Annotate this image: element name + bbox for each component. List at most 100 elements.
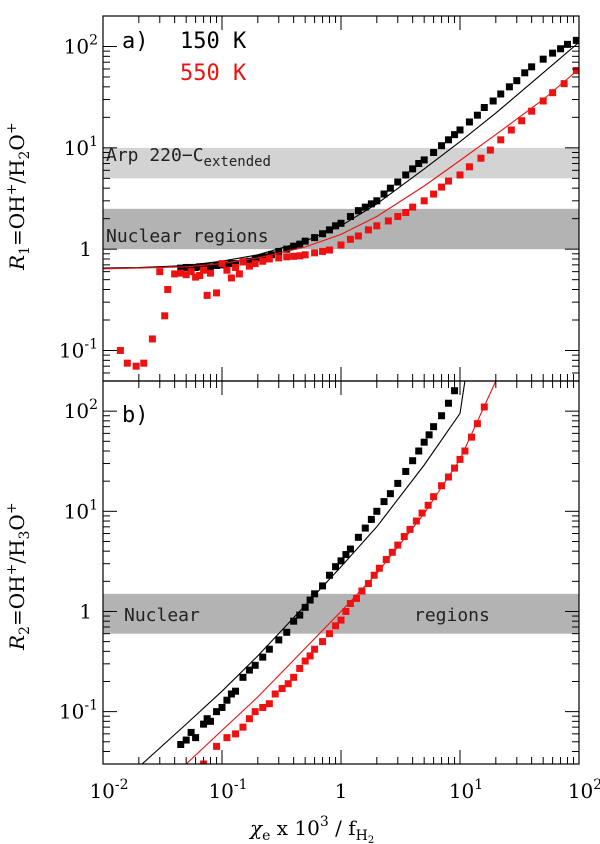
data-point-550k	[375, 564, 383, 572]
data-point-550k	[290, 252, 298, 260]
data-point-550k	[156, 268, 164, 276]
data-point-550k	[239, 723, 247, 731]
data-point-550k	[123, 359, 131, 367]
data-point-550k	[337, 616, 345, 624]
data-point-150k	[557, 45, 565, 53]
data-point-550k	[497, 136, 505, 144]
data-point-150k	[513, 77, 521, 85]
y-tick-label: 10-1	[59, 336, 98, 362]
data-point-150k	[346, 545, 354, 553]
data-point-150k	[296, 240, 304, 248]
data-point-550k	[271, 690, 279, 698]
data-point-550k	[251, 708, 259, 716]
data-point-150k	[227, 690, 235, 698]
data-point-550k	[278, 685, 286, 693]
data-point-550k	[518, 117, 526, 125]
series-a	[103, 36, 579, 370]
data-point-550k	[196, 271, 204, 279]
data-point-550k	[394, 213, 402, 221]
data-point-150k	[497, 90, 505, 98]
data-point-550k	[424, 501, 432, 509]
data-point-150k	[473, 111, 481, 119]
data-point-150k	[319, 230, 327, 238]
data-point-150k	[311, 590, 319, 598]
data-point-550k	[560, 80, 568, 88]
data-point-150k	[415, 160, 423, 168]
data-point-150k	[218, 703, 226, 711]
data-point-150k	[563, 40, 571, 48]
data-point-150k	[346, 213, 354, 221]
x-tick-label: 10-2	[89, 777, 128, 803]
data-point-150k	[380, 498, 388, 506]
data-point-550k	[223, 266, 231, 274]
data-point-150k	[213, 261, 221, 269]
data-point-150k	[275, 636, 283, 644]
data-point-150k	[290, 242, 298, 250]
data-point-150k	[456, 126, 464, 134]
data-point-150k	[227, 260, 235, 268]
data-point-550k	[382, 556, 390, 564]
data-point-150k	[451, 131, 459, 139]
data-point-550k	[430, 493, 438, 501]
data-point-550k	[430, 190, 438, 198]
x-axis-label: χe x 103 / fH2	[248, 814, 374, 844]
data-point-550k	[259, 257, 267, 265]
data-point-550k	[301, 657, 309, 665]
data-point-550k	[461, 447, 469, 455]
data-point-550k	[528, 107, 536, 115]
data-point-550k	[480, 403, 488, 411]
data-point-550k	[358, 587, 366, 595]
data-point-150k	[380, 190, 388, 198]
data-point-550k	[235, 270, 243, 278]
data-point-150k	[206, 263, 214, 271]
y-axis-label-a: R1=OH+/H2O+	[4, 122, 33, 271]
data-point-150k	[444, 136, 452, 144]
data-point-550k	[477, 154, 485, 162]
data-point-150k	[386, 184, 394, 192]
data-point-150k	[251, 661, 259, 669]
data-point-550k	[342, 607, 350, 615]
bands-b	[103, 593, 579, 634]
data-point-150k	[245, 666, 253, 674]
data-point-150k	[200, 720, 208, 728]
data-point-550k	[218, 260, 226, 268]
x-tick-label: 101	[449, 777, 483, 803]
data-point-550k	[232, 263, 240, 271]
data-point-150k	[420, 438, 428, 446]
data-point-150k	[438, 142, 446, 150]
data-point-550k	[203, 291, 211, 299]
data-point-550k	[420, 197, 428, 205]
ticks-b: 10-1 1 101 102 10-2 10-1 1 101 102	[59, 380, 600, 803]
data-point-150k	[301, 237, 309, 245]
ticks-a: 10-1 1 101 102	[59, 15, 579, 382]
series-clip-group-1	[141, 381, 497, 764]
data-point-150k	[367, 200, 375, 208]
data-point-150k	[325, 571, 333, 579]
data-point-550k	[148, 335, 156, 343]
data-point-150k	[480, 104, 488, 112]
legend-150k: 150 K	[180, 29, 247, 54]
data-point-550k	[251, 260, 259, 268]
data-point-150k	[521, 69, 529, 77]
data-point-150k	[259, 653, 267, 661]
y-tick-label: 1	[79, 237, 92, 261]
data-point-550k	[187, 268, 195, 276]
band-0-0	[103, 147, 579, 179]
data-point-150k	[182, 263, 190, 271]
data-point-150k	[402, 171, 410, 179]
data-point-550k	[337, 241, 345, 249]
y-tick-label: 102	[64, 33, 98, 59]
data-point-550k	[325, 246, 333, 254]
data-point-550k	[444, 473, 452, 481]
data-point-550k	[296, 252, 304, 260]
data-point-150k	[415, 447, 423, 455]
data-point-550k	[171, 270, 179, 278]
y-tick-label: 10-1	[59, 698, 98, 724]
data-point-550k	[283, 253, 291, 261]
data-point-150k	[337, 219, 345, 227]
y-tick-label: 101	[64, 497, 98, 523]
data-point-550k	[346, 235, 354, 243]
data-point-550k	[572, 66, 579, 74]
data-point-150k	[430, 423, 438, 431]
